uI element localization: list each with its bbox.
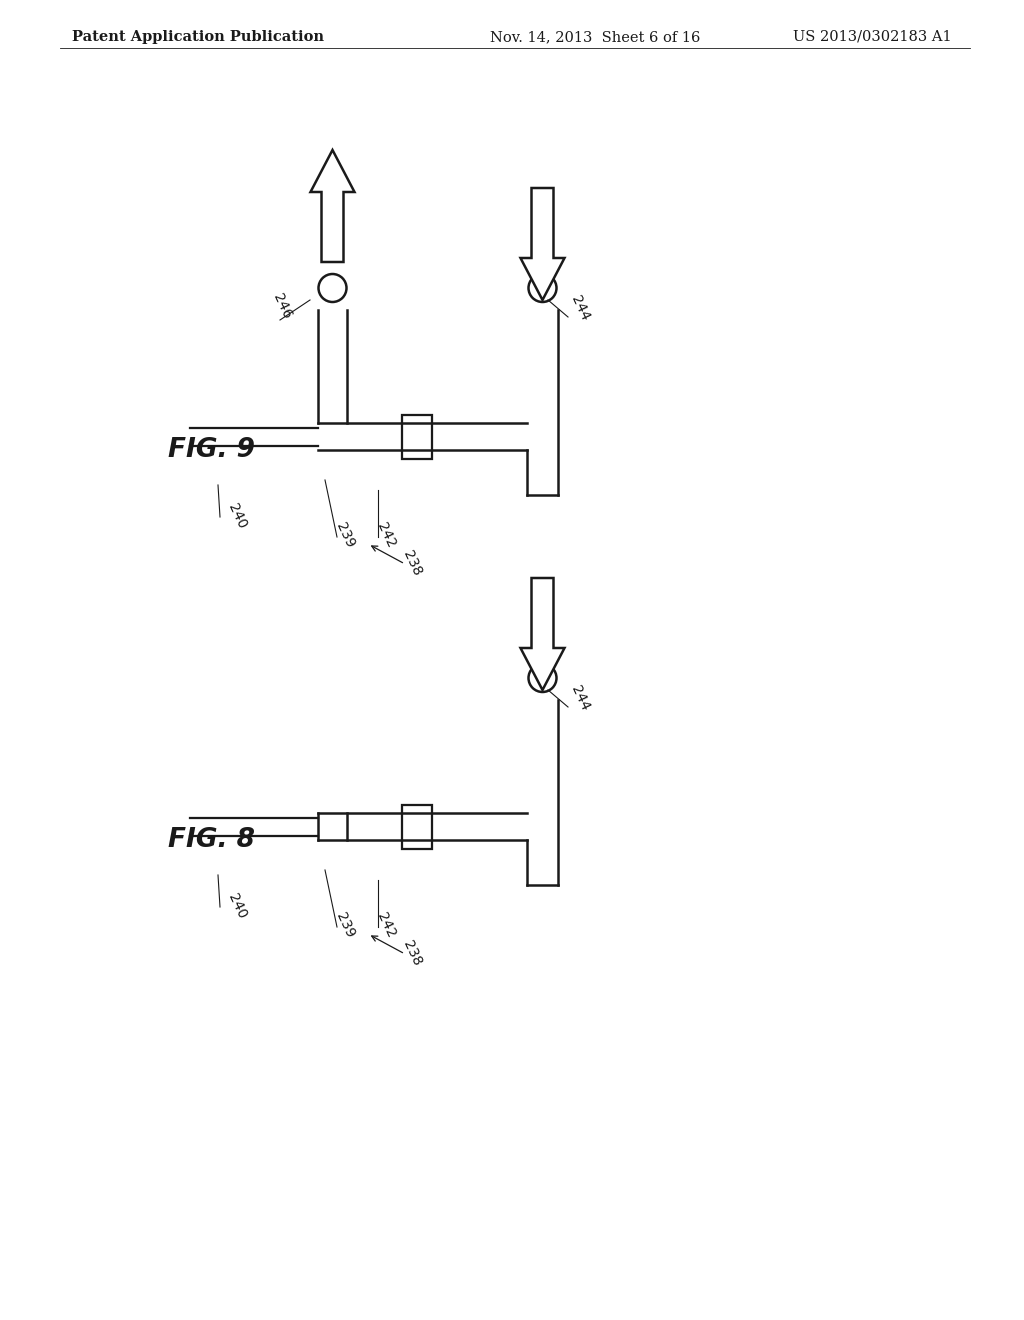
- Text: 242: 242: [374, 911, 397, 940]
- Text: Nov. 14, 2013  Sheet 6 of 16: Nov. 14, 2013 Sheet 6 of 16: [490, 30, 700, 44]
- Text: 244: 244: [568, 293, 592, 323]
- Text: FIG. 9: FIG. 9: [168, 437, 255, 463]
- Text: 239: 239: [333, 911, 356, 940]
- Text: 238: 238: [400, 939, 424, 968]
- Text: 240: 240: [225, 891, 249, 921]
- Text: 240: 240: [225, 502, 249, 531]
- Text: 239: 239: [333, 520, 356, 550]
- Text: 242: 242: [374, 520, 397, 550]
- Bar: [402, 414, 432, 458]
- Text: Patent Application Publication: Patent Application Publication: [72, 30, 324, 44]
- Text: 244: 244: [568, 684, 592, 713]
- Polygon shape: [310, 150, 354, 261]
- Text: FIG. 8: FIG. 8: [168, 828, 255, 853]
- Text: US 2013/0302183 A1: US 2013/0302183 A1: [794, 30, 952, 44]
- Polygon shape: [520, 578, 564, 690]
- Bar: [402, 804, 432, 849]
- Polygon shape: [520, 187, 564, 300]
- Text: 238: 238: [400, 548, 424, 578]
- Text: 246: 246: [270, 292, 294, 321]
